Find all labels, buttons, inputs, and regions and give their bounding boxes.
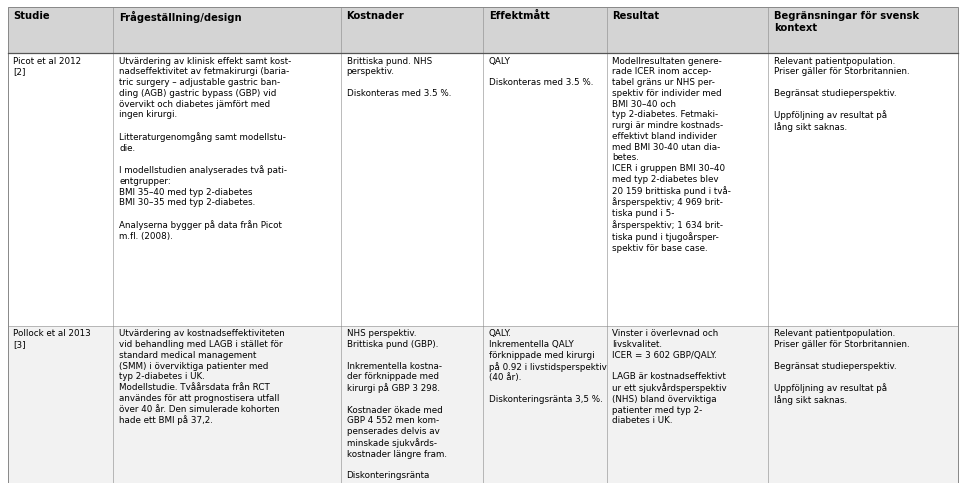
Text: Picot et al 2012
[2]: Picot et al 2012 [2] <box>13 57 82 76</box>
Text: QALY.
Inkrementella QALY
förknippade med kirurgi
på 0.92 i livstidsperspektiv
(4: QALY. Inkrementella QALY förknippade med… <box>489 329 607 404</box>
Bar <box>8 7 958 53</box>
Text: Resultat: Resultat <box>612 11 660 21</box>
Text: Begränsningar för svensk
kontext: Begränsningar för svensk kontext <box>774 11 919 33</box>
Text: Brittiska pund. NHS
perspektiv.

Diskonteras med 3.5 %.: Brittiska pund. NHS perspektiv. Diskonte… <box>347 57 451 98</box>
Text: Relevant patientpopulation.
Priser gäller för Storbritannien.

Begränsat studiep: Relevant patientpopulation. Priser gälle… <box>774 57 909 132</box>
Bar <box>8 53 958 326</box>
Text: QALY

Diskonteras med 3.5 %.: QALY Diskonteras med 3.5 %. <box>489 57 593 87</box>
Text: Utvärdering av kostnadseffektiviteten
vid behandling med LAGB i stället för
stan: Utvärdering av kostnadseffektiviteten vi… <box>119 329 285 426</box>
Text: Effektmått: Effektmått <box>489 11 549 21</box>
Text: Kostnader: Kostnader <box>347 11 404 21</box>
Text: Frågeställning/design: Frågeställning/design <box>119 11 242 23</box>
Text: Pollock et al 2013
[3]: Pollock et al 2013 [3] <box>13 329 91 349</box>
Text: Vinster i överlevnad och
livskvalitet.
ICER = 3 602 GBP/QALY.

LAGB är kostnadse: Vinster i överlevnad och livskvalitet. I… <box>612 329 727 426</box>
Text: Utvärdering av klinisk effekt samt kost-
nadseffektivitet av fetmakirurgi (baria: Utvärdering av klinisk effekt samt kost-… <box>119 57 291 241</box>
Text: Relevant patientpopulation.
Priser gäller för Storbritannien.

Begränsat studiep: Relevant patientpopulation. Priser gälle… <box>774 329 909 405</box>
Text: NHS perspektiv.
Brittiska pund (GBP).

Inkrementella kostna-
der förknippade med: NHS perspektiv. Brittiska pund (GBP). In… <box>347 329 446 480</box>
Text: Modellresultaten genere-
rade ICER inom accep-
tabel gräns ur NHS per-
spektiv f: Modellresultaten genere- rade ICER inom … <box>612 57 732 253</box>
Text: Studie: Studie <box>13 11 50 21</box>
Bar <box>8 326 958 483</box>
